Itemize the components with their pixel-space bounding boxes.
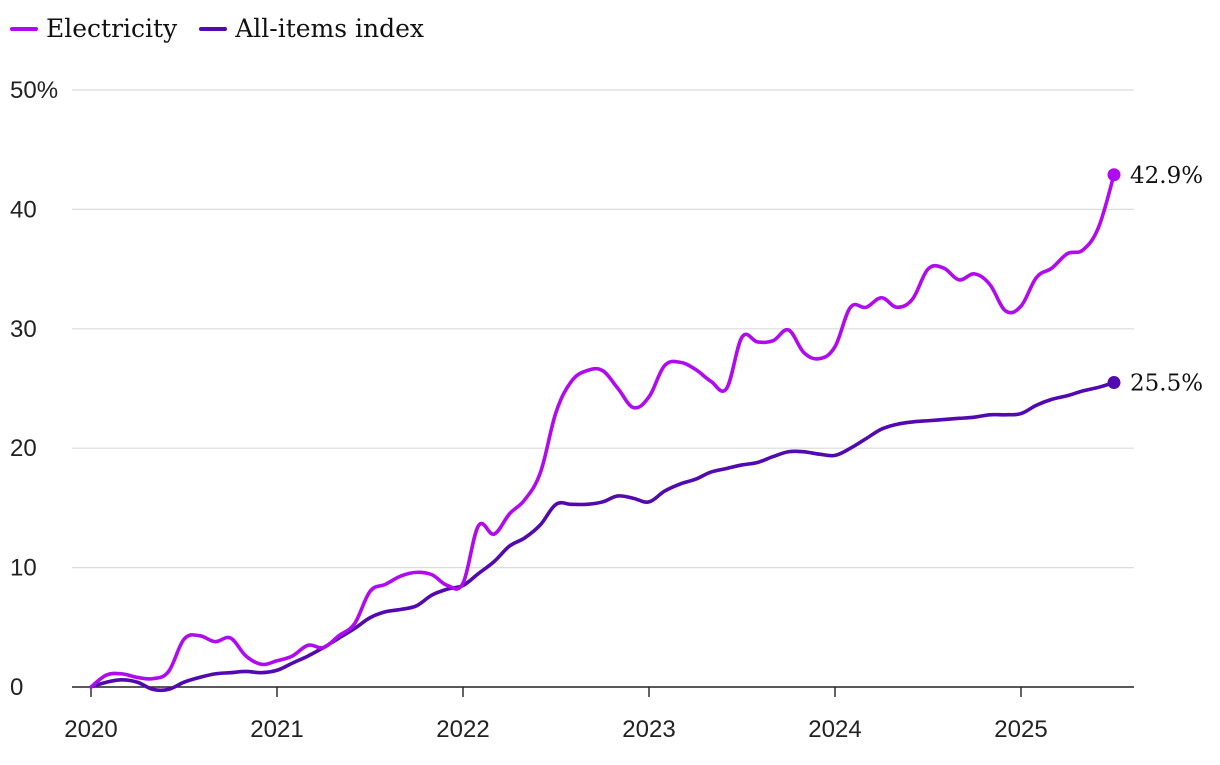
axis-layer: 0 10 20 30 40 50% 2020 2021 2022 2023 2024 2025 (10, 77, 1134, 743)
y-tick-label: 10 (10, 555, 37, 582)
grid-layer (72, 89, 1134, 569)
legend-swatch-all-items (199, 26, 228, 31)
legend-label-all-items: All-items index (235, 14, 425, 43)
series-endpoint-electricity (1107, 168, 1121, 182)
y-tick-label: 40 (10, 196, 37, 223)
y-tick-label: 0 (10, 674, 23, 701)
series-line-electricity (89, 172, 1116, 689)
x-tick-label: 2024 (808, 716, 861, 743)
x-tick-label: 2021 (250, 716, 303, 743)
y-tick-label: 20 (10, 435, 37, 462)
x-tick-label: 2025 (994, 716, 1047, 743)
end-label-electricity: 42.9% (1130, 163, 1203, 189)
legend-item-all-items[interactable]: All-items index (199, 14, 424, 43)
legend-swatch-electricity (10, 26, 38, 31)
legend: Electricity All-items index (10, 14, 424, 43)
series-endpoint-all-items (1107, 376, 1121, 390)
y-tick-label: 30 (10, 316, 37, 343)
x-tick-label: 2022 (436, 716, 489, 743)
x-tick-label: 2020 (64, 716, 117, 743)
label-layer: 25.5% 42.9% (1130, 163, 1203, 397)
series-layer (89, 168, 1121, 693)
legend-label-electricity: Electricity (46, 14, 178, 43)
legend-item-electricity[interactable]: Electricity (10, 14, 177, 43)
y-tick-label: 50% (10, 77, 58, 104)
series-line-all-items (89, 380, 1116, 693)
end-label-all-items: 25.5% (1130, 371, 1203, 397)
x-tick-label: 2023 (622, 716, 675, 743)
